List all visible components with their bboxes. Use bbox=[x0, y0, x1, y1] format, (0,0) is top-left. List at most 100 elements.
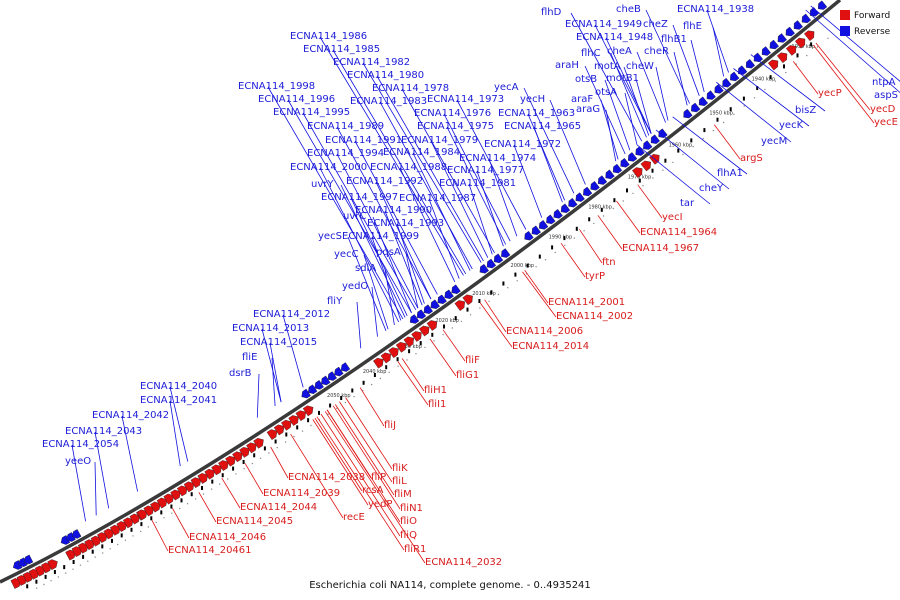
reverse-gene-arrow bbox=[531, 225, 541, 236]
reverse-gene-label: ECNA114_1984 bbox=[383, 147, 460, 158]
reverse-gene-label: ECNA114_2013 bbox=[232, 323, 309, 334]
reverse-gene-arrow bbox=[612, 163, 623, 174]
reverse-leader-line bbox=[604, 79, 631, 151]
forward-gene-arrow bbox=[295, 410, 307, 422]
forward-leader-line bbox=[172, 508, 190, 539]
reverse-leader-line bbox=[269, 342, 282, 403]
reverse-gene-label: yecC bbox=[334, 249, 359, 260]
reverse-gene-label: yecK bbox=[779, 120, 804, 131]
reverse-gene-label: motB1 bbox=[606, 73, 639, 84]
forward-gene-label: recE bbox=[343, 512, 365, 523]
forward-gene-arrow bbox=[116, 521, 127, 532]
reverse-gene-label: ECNA114_1949 bbox=[565, 19, 642, 30]
scale-dot bbox=[72, 568, 74, 570]
scale-dot bbox=[554, 251, 556, 254]
forward-gene-arrow bbox=[288, 415, 299, 426]
forward-leader-line bbox=[290, 433, 344, 519]
genome-backbone bbox=[0, 0, 842, 584]
scale-dot bbox=[210, 488, 213, 490]
forward-gene-arrow bbox=[90, 535, 102, 547]
forward-gene-label: ECNA114_2046 bbox=[189, 532, 266, 543]
reverse-gene-label: cheY bbox=[699, 183, 724, 194]
reverse-gene-arrow bbox=[643, 140, 653, 150]
scale-dot bbox=[753, 97, 756, 99]
reverse-gene-label: ECNA114_1994 bbox=[307, 148, 384, 159]
reverse-gene-label: ECNA114_2040 bbox=[140, 381, 217, 392]
forward-gene-label: ECNA114_1967 bbox=[622, 243, 699, 254]
reverse-leader-line bbox=[605, 109, 617, 162]
scale-dot bbox=[50, 580, 52, 582]
reverse-leader-line bbox=[340, 184, 406, 318]
scale-dot bbox=[682, 153, 684, 156]
forward-leader-line bbox=[345, 397, 393, 470]
tick-label: 2040 kbp bbox=[363, 369, 387, 375]
scale-dot bbox=[79, 564, 82, 566]
reverse-gene-arrow bbox=[493, 253, 504, 264]
reverse-leader-line bbox=[810, 5, 900, 82]
reverse-leader-line bbox=[690, 39, 705, 92]
tick-label: 2010 kbp bbox=[472, 291, 496, 297]
forward-gene-label: ECNA114_2039 bbox=[263, 488, 340, 499]
reverse-gene-label: flhE bbox=[683, 21, 702, 32]
tick-label: 1990 kbp bbox=[549, 235, 573, 241]
tick-label: 1970 kbp bbox=[628, 174, 652, 180]
scale-dot bbox=[227, 478, 229, 480]
reverse-leader-line bbox=[706, 9, 729, 73]
reverse-gene-arrow bbox=[714, 84, 724, 94]
reverse-gene-arrow bbox=[793, 20, 803, 30]
reverse-gene-arrow bbox=[691, 102, 701, 113]
scale-dot bbox=[268, 452, 270, 454]
reverse-leader-line bbox=[468, 183, 493, 255]
forward-gene-arrow bbox=[103, 528, 115, 540]
reverse-gene-arrow bbox=[71, 529, 82, 539]
reverse-leader-line bbox=[430, 140, 489, 258]
forward-gene-arrow bbox=[109, 524, 121, 536]
scale-dot bbox=[259, 457, 262, 459]
reverse-gene-label: ECNA114_1989 bbox=[307, 121, 384, 132]
scale-dot bbox=[124, 539, 127, 541]
forward-gene-label: rcsA bbox=[362, 485, 384, 496]
minor-feature-mark bbox=[91, 549, 94, 554]
scale-dot bbox=[516, 280, 518, 282]
minor-feature-mark bbox=[551, 245, 554, 250]
minor-feature-mark bbox=[756, 86, 759, 90]
reverse-leader-line bbox=[605, 37, 652, 134]
reverse-gene-arrow bbox=[334, 366, 344, 377]
reverse-leader-line bbox=[428, 198, 460, 279]
reverse-gene-label: sdiA bbox=[355, 263, 376, 274]
forward-gene-arrow bbox=[136, 509, 148, 521]
scale-dot bbox=[284, 441, 287, 443]
forward-gene-arrow bbox=[129, 513, 141, 525]
forward-gene-label: fliG1 bbox=[456, 370, 479, 381]
reverse-leader-line bbox=[399, 167, 456, 282]
scale-dot bbox=[451, 327, 453, 329]
reverse-gene-label: ECNA114_1980 bbox=[347, 70, 424, 81]
forward-leader-line bbox=[792, 61, 819, 95]
reverse-gene-arrow bbox=[568, 197, 578, 208]
forward-leader-line bbox=[713, 124, 741, 160]
reverse-leader-line bbox=[347, 236, 387, 331]
minor-feature-mark bbox=[296, 425, 299, 430]
forward-gene-label: ECNA114_2014 bbox=[512, 341, 589, 352]
reverse-gene-arrow bbox=[706, 90, 716, 100]
reverse-leader-line bbox=[121, 415, 138, 492]
scale-dot bbox=[722, 121, 725, 124]
reverse-gene-label: ECNA114_1974 bbox=[459, 153, 536, 164]
forward-gene-arrow bbox=[239, 446, 250, 458]
reverse-leader-line bbox=[287, 99, 412, 314]
minor-feature-mark bbox=[419, 341, 422, 346]
scale-dot bbox=[622, 200, 624, 202]
forward-leader-line bbox=[359, 387, 385, 427]
minor-feature-mark bbox=[26, 584, 29, 589]
minor-feature-mark bbox=[575, 226, 578, 231]
forward-gene-arrow bbox=[794, 37, 806, 49]
scale-dot bbox=[155, 521, 157, 524]
minor-feature-mark bbox=[253, 453, 256, 458]
forward-leader-line bbox=[429, 338, 457, 377]
minor-feature-mark bbox=[53, 570, 56, 574]
reverse-gene-arrow bbox=[423, 304, 433, 315]
reverse-gene-label: yedO bbox=[342, 281, 368, 292]
minor-feature-mark bbox=[111, 538, 113, 543]
scale-dot bbox=[336, 407, 338, 409]
